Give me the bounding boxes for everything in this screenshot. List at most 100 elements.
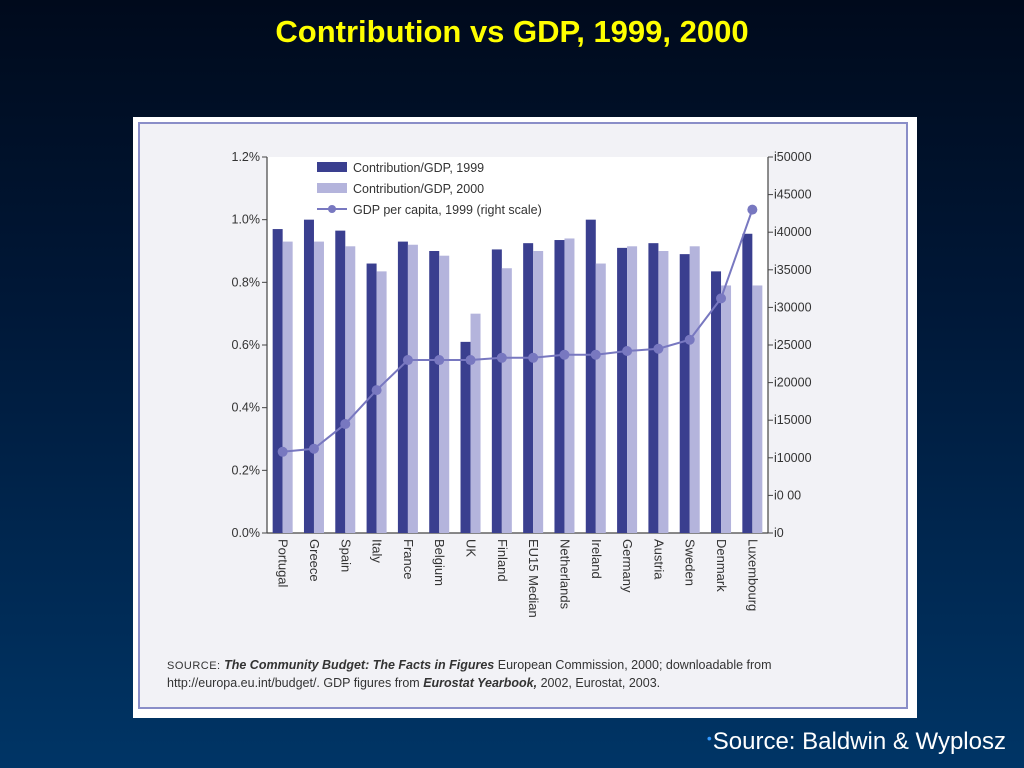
legend-marker	[328, 205, 336, 213]
slide-title: Contribution vs GDP, 1999, 2000	[275, 14, 749, 49]
source-note-label: SOURCE:	[167, 660, 221, 672]
gdp-point	[590, 349, 601, 360]
right-axis-tick-label: i0	[774, 526, 784, 540]
bar-2000	[439, 255, 450, 533]
legend-swatch	[317, 162, 347, 172]
source-note-text2: http://europa.eu.int/budget/. GDP figure…	[167, 676, 420, 690]
bar-1999	[366, 263, 377, 533]
bar-1999	[272, 229, 283, 534]
left-axis-tick-label: 1.0%	[232, 213, 261, 227]
right-axis-tick-label: i50000	[774, 150, 812, 164]
gdp-point	[340, 418, 351, 429]
bar-2000	[721, 285, 732, 533]
category-label: Austria	[651, 539, 666, 580]
category-label: Denmark	[714, 539, 729, 592]
chart-svg: 0.0% 0.2% 0.4% 0.6% 0.8% 1.0% 1.2% i0 i0 00 i1000…	[232, 150, 812, 618]
bar-1999	[523, 243, 534, 533]
source-note-text1: European Commission, 2000; downloadable …	[497, 658, 772, 672]
bar-1999	[491, 249, 502, 533]
right-axis-tick-label: i0 00	[774, 488, 801, 502]
bar-1999	[585, 219, 596, 533]
bar-2000	[564, 238, 575, 533]
gdp-point	[684, 334, 695, 345]
category-label: Finland	[495, 539, 510, 582]
right-axis-tick-label: i15000	[774, 413, 812, 427]
bar-1999	[617, 247, 628, 533]
bar-2000	[313, 241, 324, 533]
category-label: Greece	[307, 539, 322, 582]
bar-2000	[407, 244, 418, 533]
footer-source-text: Source: Baldwin & Wyplosz	[712, 728, 1006, 755]
right-axis-tick-label: i45000	[774, 188, 812, 202]
right-axis-tick-label: i35000	[774, 263, 812, 277]
left-axis-tick-label: 0.4%	[232, 401, 261, 415]
chart-figure: 0.0% 0.2% 0.4% 0.6% 0.8% 1.0% 1.2% i0 i0 00 i1000…	[133, 117, 917, 718]
chart-panel: 0.0% 0.2% 0.4% 0.6% 0.8% 1.0% 1.2% i0 i0 00 i1000…	[138, 122, 908, 709]
category-label: Portugal	[276, 539, 291, 588]
source-note-text3: 2002, Eurostat, 2003.	[540, 676, 661, 690]
bar-2000	[658, 251, 669, 533]
gdp-point	[402, 355, 413, 366]
gdp-point	[747, 204, 758, 215]
bar-2000	[345, 246, 356, 534]
category-label: France	[401, 539, 416, 579]
gdp-point	[716, 293, 727, 304]
category-label: Spain	[338, 539, 353, 572]
bar-1999	[742, 233, 753, 533]
right-axis-tick-label: i20000	[774, 376, 812, 390]
category-label: Ireland	[589, 539, 604, 579]
bar-2000	[282, 241, 293, 533]
category-label: UK	[464, 539, 479, 557]
bar-1999	[460, 341, 471, 533]
bar-1999	[554, 240, 565, 533]
gdp-point	[465, 355, 476, 366]
bar-2000	[627, 246, 638, 534]
bar-2000	[470, 313, 481, 533]
right-axis-tick-label: i10000	[774, 451, 812, 465]
gdp-point	[434, 355, 445, 366]
bar-1999	[335, 230, 346, 533]
category-label: EU15 Median	[526, 539, 541, 618]
bar-2000	[752, 285, 763, 533]
bar-2000	[595, 263, 606, 533]
bar-2000	[376, 271, 387, 533]
category-label: Germany	[620, 539, 635, 593]
category-label: Belgium	[432, 539, 447, 586]
left-axis-tick-label: 0.2%	[232, 463, 261, 477]
source-note-title: The Community Budget: The Facts in Figur…	[224, 658, 495, 672]
bar-2000	[689, 246, 700, 534]
right-axis-tick-label: i30000	[774, 300, 812, 314]
left-axis-tick-label: 0.8%	[232, 275, 261, 289]
legend-label: GDP per capita, 1999 (right scale)	[353, 203, 542, 217]
category-label: Italy	[370, 539, 385, 563]
category-label: Netherlands	[557, 539, 572, 610]
right-axis-tick-label: i25000	[774, 338, 812, 352]
legend-label: Contribution/GDP, 1999	[353, 161, 484, 175]
bar-1999	[429, 251, 440, 533]
left-axis-tick-label: 0.6%	[232, 338, 261, 352]
bar-2000	[501, 268, 512, 533]
bar-1999	[711, 271, 722, 533]
bar-1999	[679, 254, 690, 533]
gdp-point	[371, 385, 382, 396]
bar-1999	[648, 243, 659, 533]
gdp-point	[277, 446, 288, 457]
bar-1999	[397, 241, 408, 533]
left-axis-tick-label: 1.2%	[232, 150, 261, 164]
gdp-line	[282, 209, 754, 453]
right-axis-tick-label: i40000	[774, 225, 812, 239]
gdp-point	[496, 352, 507, 363]
gdp-point	[653, 343, 664, 354]
gdp-point	[528, 352, 539, 363]
footer-source: •Source: Baldwin & Wyplosz	[707, 728, 1006, 756]
gdp-point	[622, 346, 633, 357]
bar-1999	[303, 219, 314, 533]
legend-swatch	[317, 183, 347, 193]
legend-label: Contribution/GDP, 2000	[353, 182, 484, 196]
bar-2000	[533, 251, 544, 533]
category-label: Sweden	[683, 539, 698, 586]
gdp-point	[308, 443, 319, 454]
footer-bullet: •	[706, 730, 712, 746]
category-label: Luxembourg	[745, 539, 760, 611]
left-axis-tick-label: 0.0%	[232, 526, 261, 540]
